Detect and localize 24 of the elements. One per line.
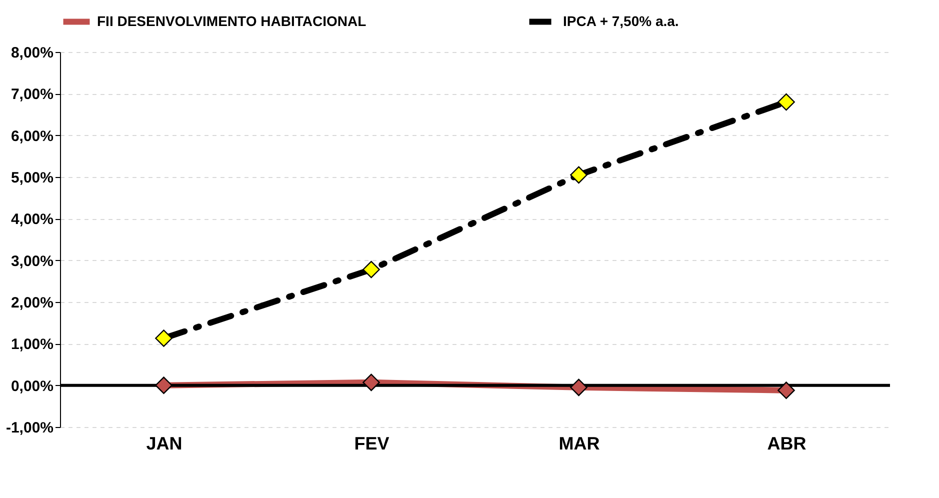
y-tick-label: 6,00% (10, 128, 54, 145)
point (362, 374, 380, 392)
y-tick-label: 8,00% (10, 44, 54, 62)
point (570, 166, 588, 184)
legend-label: IPCA + 7,50% a.a. (563, 12, 679, 29)
y-tick-label: 5,00% (10, 170, 54, 186)
point (570, 378, 588, 396)
x-tick-label: JAN (146, 434, 182, 454)
point (155, 330, 172, 347)
x-tick-label: FEV (354, 434, 390, 454)
y-tick-label: -1,00% (6, 420, 54, 436)
x-tick-label: ABR (767, 434, 806, 454)
y-tick-label: 0,00% (10, 378, 54, 395)
y-tick-label: 7,00% (10, 86, 54, 104)
point (778, 382, 795, 399)
y-tick-label: 1,00% (10, 336, 54, 354)
y-tick-label: 2,00% (10, 294, 54, 312)
point (362, 260, 380, 278)
y-tick-label: 3,00% (10, 252, 54, 270)
legend-label: FII DESENVOLVIMENTO HABITACIONAL (97, 12, 367, 29)
point (155, 376, 172, 394)
x-tick-label: MAR (558, 434, 600, 454)
point (778, 93, 795, 111)
y-tick-label: 4,00% (10, 211, 54, 228)
